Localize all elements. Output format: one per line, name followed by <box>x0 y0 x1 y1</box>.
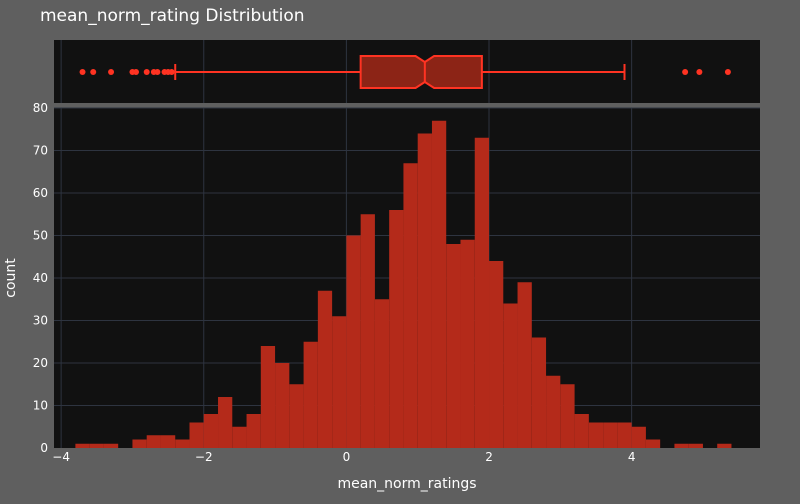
histogram-bar <box>546 375 561 448</box>
outlier-point <box>90 69 97 75</box>
x-tick-label: −4 <box>52 450 70 464</box>
histogram-bar <box>688 443 703 448</box>
box-iqr <box>359 55 483 89</box>
histogram-bar <box>717 443 732 448</box>
x-axis-label: mean_norm_ratings <box>337 476 476 492</box>
x-axis-ticks: −4 −2 0 2 4 <box>52 450 635 464</box>
histogram-bar <box>160 435 176 448</box>
outlier-point <box>143 69 150 75</box>
histogram-bar <box>189 422 204 448</box>
y-tick-label: 0 <box>40 441 48 455</box>
histogram-bar <box>260 346 276 448</box>
histogram-bar <box>374 299 390 448</box>
histogram-bar <box>275 363 290 448</box>
histogram-bar <box>346 235 361 448</box>
outlier-point <box>154 69 161 75</box>
outlier-point <box>168 69 175 75</box>
histogram-bar <box>317 290 333 448</box>
y-tick-label: 80 <box>33 101 48 115</box>
histogram-bar <box>531 337 547 448</box>
histogram-bar <box>560 384 575 448</box>
y-tick-label: 60 <box>33 186 48 200</box>
histogram-bar <box>218 397 233 448</box>
histogram-bar <box>332 316 347 448</box>
histogram-bar <box>246 414 261 448</box>
histogram-bars <box>75 120 732 448</box>
histogram-bar <box>360 214 375 448</box>
histogram-bar <box>175 439 190 448</box>
x-tick-label: 2 <box>485 450 493 464</box>
outlier-point <box>108 69 115 75</box>
histogram-bar <box>617 422 632 448</box>
x-tick-label: 0 <box>343 450 351 464</box>
histogram-bar <box>232 426 247 448</box>
y-tick-label: 30 <box>33 314 48 328</box>
histogram-bar <box>75 443 90 448</box>
y-tick-label: 10 <box>33 399 48 413</box>
chart-title: mean_norm_rating Distribution <box>40 6 305 26</box>
histogram-bar <box>417 133 432 448</box>
histogram-bar <box>603 422 618 448</box>
histogram-bar <box>303 341 318 448</box>
histogram-bar <box>431 120 447 448</box>
y-axis-ticks: 0 10 20 30 40 50 60 70 80 <box>33 101 48 455</box>
histogram-bar <box>645 439 661 448</box>
box-plot <box>79 55 731 89</box>
x-tick-label: 4 <box>628 450 636 464</box>
histogram-bar <box>203 414 219 448</box>
histogram-bar <box>460 239 475 448</box>
y-tick-label: 70 <box>33 144 48 158</box>
y-tick-label: 50 <box>33 229 48 243</box>
y-axis-label: count <box>3 258 19 298</box>
histogram-bar <box>132 439 147 448</box>
histogram-bar <box>446 244 461 448</box>
y-tick-label: 40 <box>33 271 48 285</box>
histogram-bar <box>89 443 104 448</box>
histogram-bar <box>389 210 404 448</box>
histogram-bar <box>403 163 418 448</box>
histogram-bar <box>631 426 646 448</box>
outlier-point <box>79 69 86 75</box>
histogram-bar <box>517 282 532 448</box>
outlier-point <box>724 69 731 75</box>
outlier-point <box>696 69 703 75</box>
histogram-bar <box>503 303 518 448</box>
x-tick-label: −2 <box>195 450 213 464</box>
histogram-bar <box>103 443 119 448</box>
y-tick-label: 20 <box>33 356 48 370</box>
histogram-bar <box>289 384 304 448</box>
outlier-point <box>682 69 689 75</box>
histogram-bar <box>674 443 689 448</box>
histogram-bar <box>146 435 161 448</box>
histogram-bar <box>474 137 490 448</box>
histogram-bar <box>588 422 604 448</box>
histogram-bar <box>489 261 504 448</box>
outlier-point <box>133 69 140 75</box>
histogram-bar <box>574 414 589 448</box>
